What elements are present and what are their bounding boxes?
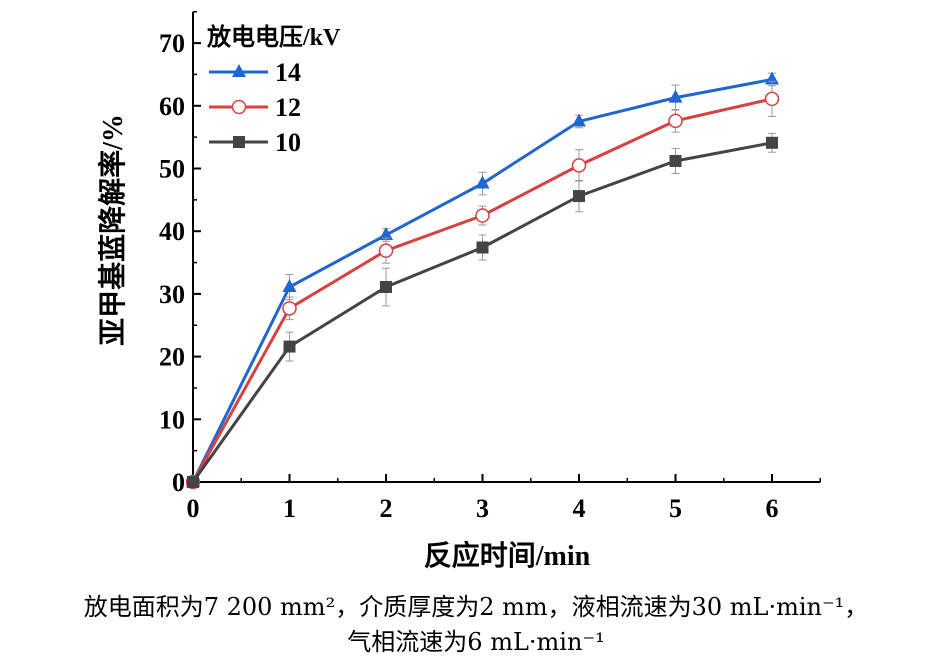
y-tick-label: 30: [159, 280, 185, 309]
y-tick-label: 70: [159, 29, 185, 58]
circle-marker: [764, 91, 780, 107]
square-marker: [187, 476, 199, 488]
caption-line-1: 放电面积为7 200 mm²，介质厚度为2 mm，液相流速为30 mL·min⁻…: [83, 593, 869, 621]
y-tick-label: 10: [159, 405, 185, 434]
y-tick-label: 40: [159, 217, 185, 246]
triangle-marker: [232, 64, 246, 77]
circle-marker: [668, 113, 683, 129]
square-marker: [766, 136, 778, 149]
legend-label: 10: [275, 128, 301, 157]
triangle-marker: [475, 175, 490, 189]
y-tick-label: 50: [159, 155, 185, 184]
series-10: [187, 132, 778, 488]
y-tick-label: 0: [172, 468, 185, 497]
y-tick-label: 60: [159, 92, 185, 121]
legend-label: 12: [275, 93, 301, 122]
series-group: [185, 71, 780, 490]
square-marker: [233, 136, 245, 148]
circle-marker: [571, 158, 587, 173]
circle-marker: [475, 208, 490, 223]
x-tick-label: 1: [283, 494, 296, 523]
square-marker: [380, 281, 392, 294]
legend-title: 放电电压/kV: [206, 23, 341, 51]
circle-marker: [378, 243, 394, 258]
square-marker: [669, 154, 682, 167]
x-tick-label: 6: [766, 494, 779, 523]
square-marker: [476, 241, 489, 254]
circle-marker: [231, 99, 247, 115]
square-marker: [573, 190, 585, 203]
x-tick-label: 3: [476, 494, 489, 523]
legend: 放电电压/kV 14 12 10: [206, 23, 341, 157]
y-tick-label: 20: [159, 343, 185, 372]
circle-marker: [282, 301, 297, 316]
legend-label: 14: [275, 58, 301, 87]
triangle-marker: [282, 279, 297, 293]
x-tick-label: 0: [187, 494, 200, 523]
x-tick-label: 5: [669, 494, 682, 523]
triangle-marker: [379, 226, 393, 240]
x-axis-label: 反应时间/min: [424, 539, 591, 572]
x-tick-label: 4: [573, 494, 586, 523]
caption-line-2: 气相流速为6 mL·min⁻¹: [347, 628, 605, 656]
y-axis-label: 亚甲基蓝降解率/%: [96, 114, 129, 346]
triangle-marker: [572, 113, 586, 127]
x-tick-label: 2: [380, 494, 393, 523]
triangle-marker: [668, 89, 683, 103]
square-marker: [283, 340, 296, 353]
